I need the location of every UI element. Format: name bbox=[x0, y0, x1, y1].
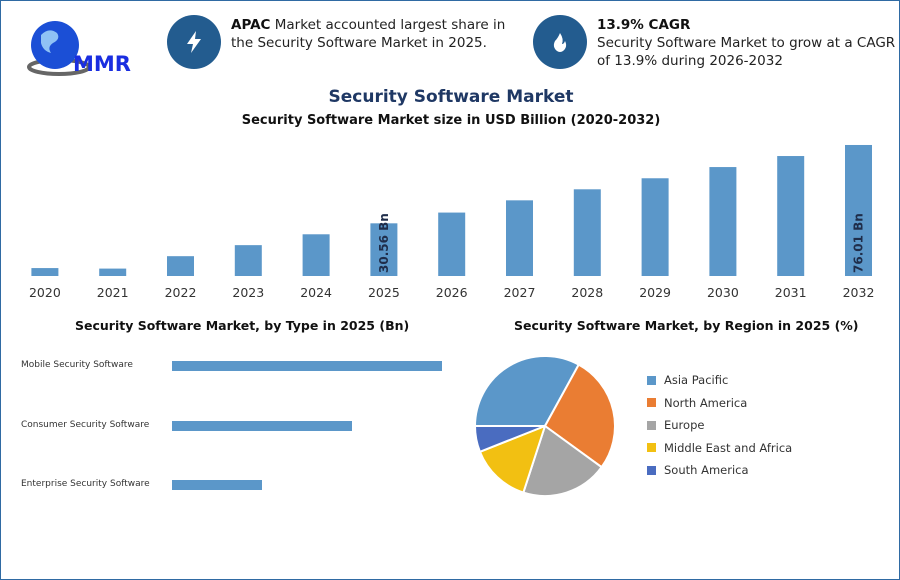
bar-2023 bbox=[234, 245, 262, 276]
bar-data-label: 30.56 Bn bbox=[377, 213, 391, 273]
x-tick-label: 2023 bbox=[232, 285, 264, 300]
region-chart-title: Security Software Market, by Region in 2… bbox=[514, 318, 859, 333]
pie-slice-middle-east-and-africa bbox=[478, 424, 547, 494]
legend-swatch bbox=[647, 443, 656, 452]
legend-item: North America bbox=[647, 396, 747, 410]
bar-chart-subtitle: Security Software Market size in USD Bil… bbox=[241, 113, 661, 128]
x-tick-label: 2030 bbox=[707, 285, 739, 300]
bar-2025 bbox=[370, 223, 398, 276]
legend-item: Middle East and Africa bbox=[647, 441, 792, 455]
legend-label: Europe bbox=[664, 418, 705, 432]
bar-2032 bbox=[845, 144, 872, 276]
bar-2026 bbox=[438, 212, 466, 276]
x-tick-label: 2027 bbox=[504, 285, 536, 300]
x-tick-label: 2029 bbox=[639, 285, 671, 300]
bar-2028 bbox=[573, 189, 601, 276]
legend-swatch bbox=[647, 398, 656, 407]
legend-item: Europe bbox=[647, 418, 704, 432]
x-tick-label: 2028 bbox=[571, 285, 603, 300]
x-tick-label: 2026 bbox=[436, 285, 468, 300]
legend-item: Asia Pacific bbox=[647, 373, 728, 387]
type-chart-title: Security Software Market, by Type in 202… bbox=[75, 318, 410, 333]
pie-slice-asia-pacific bbox=[473, 356, 581, 427]
bar-2024 bbox=[302, 234, 330, 276]
apac-info: APAC Market accounted largest share in t… bbox=[231, 16, 521, 52]
x-tick-label: 2024 bbox=[300, 285, 332, 300]
bar-2021 bbox=[99, 268, 127, 276]
type-label: Enterprise Security Software bbox=[21, 479, 150, 489]
x-tick-label: 2025 bbox=[368, 285, 400, 300]
x-tick-label: 2031 bbox=[775, 285, 807, 300]
market-size-bar-chart: 2020 2021 2022 2023 2024 2025 30.56 Bn 2026 2027… bbox=[29, 144, 875, 300]
mmr-logo: MMR bbox=[19, 15, 139, 77]
legend-label: South America bbox=[664, 463, 749, 477]
apac-bold: APAC bbox=[231, 17, 271, 33]
legend-label: Middle East and Africa bbox=[664, 440, 793, 455]
apac-text: Market accounted largest share in the Se… bbox=[231, 17, 506, 51]
flame-icon bbox=[533, 15, 587, 69]
legend-swatch bbox=[647, 465, 656, 475]
type-bar bbox=[172, 480, 262, 490]
pie-slice-north-america bbox=[543, 363, 616, 469]
legend-swatch bbox=[647, 420, 656, 430]
x-tick-label: 2020 bbox=[29, 285, 61, 300]
x-tick-label: 2032 bbox=[843, 285, 875, 300]
type-bar bbox=[172, 421, 352, 431]
logo-text: MMR bbox=[73, 52, 131, 76]
legend-label: North America bbox=[664, 395, 748, 410]
cagr-info: 13.9% CAGR Security Software Market to g… bbox=[597, 16, 897, 70]
type-label: Consumer Security Software bbox=[21, 420, 150, 430]
lightning-icon bbox=[167, 15, 221, 69]
x-tick-label: 2022 bbox=[165, 285, 197, 300]
bar-2029 bbox=[641, 178, 669, 276]
bar-2022 bbox=[167, 256, 194, 276]
pie-slice-europe bbox=[522, 424, 604, 497]
x-tick-label: 2021 bbox=[97, 285, 129, 300]
legend-label: Asia Pacific bbox=[664, 373, 729, 387]
bar-2027 bbox=[506, 200, 533, 276]
bar-2030 bbox=[709, 167, 737, 276]
bar-2020 bbox=[31, 268, 59, 276]
bar-2031 bbox=[777, 156, 805, 276]
bar-data-label: 76.01 Bn bbox=[852, 213, 866, 273]
region-pie-chart bbox=[473, 356, 616, 497]
main-title: Security Software Market bbox=[328, 87, 574, 107]
type-bar bbox=[172, 361, 442, 371]
type-label: Mobile Security Software bbox=[21, 360, 133, 370]
cagr-text: Security Software Market to grow at a CA… bbox=[597, 35, 896, 69]
pie-slice-south-america bbox=[473, 425, 546, 454]
cagr-bold: 13.9% CAGR bbox=[597, 17, 691, 33]
legend-swatch bbox=[647, 375, 656, 385]
legend-item: South America bbox=[647, 463, 749, 477]
